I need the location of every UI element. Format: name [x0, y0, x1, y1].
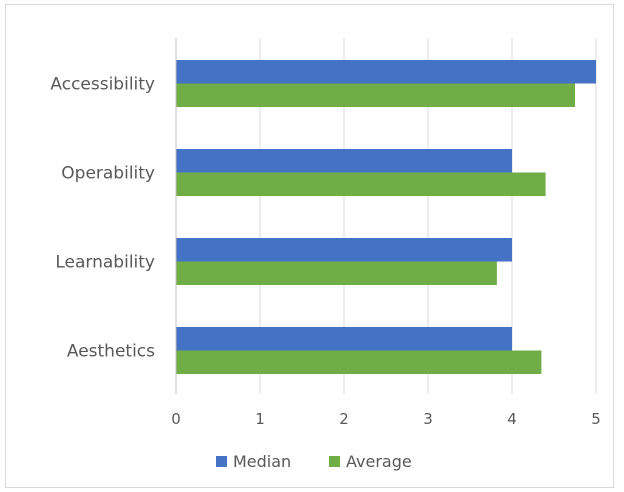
- legend-swatch-median: [216, 456, 227, 467]
- legend-label-median: Median: [233, 452, 291, 471]
- bar-accessibility-median: [176, 60, 596, 84]
- legend-label-average: Average: [346, 452, 412, 471]
- x-tick-label-0: 0: [171, 410, 181, 428]
- bar-learnability-average: [176, 261, 497, 285]
- bar-operability-median: [176, 149, 512, 173]
- x-tick-label-4: 4: [507, 410, 517, 428]
- legend-swatch-average: [329, 456, 340, 467]
- category-label-operability: Operability: [61, 164, 155, 184]
- bar-aesthetics-median: [176, 327, 512, 351]
- bar-aesthetics-average: [176, 350, 542, 374]
- x-tick-label-1: 1: [255, 410, 265, 428]
- category-label-accessibility: Accessibility: [50, 75, 155, 95]
- labels: 0 1 2 3 4 5 Accessibility Operability Learnabili…: [50, 75, 600, 429]
- bar-accessibility-average: [176, 83, 575, 107]
- category-label-aesthetics: Aesthetics: [67, 342, 155, 362]
- bar-operability-average: [176, 172, 546, 196]
- legend: Median Average: [216, 452, 412, 471]
- bar-learnability-median: [176, 238, 512, 262]
- category-label-learnability: Learnability: [55, 253, 155, 273]
- bars: [176, 60, 596, 374]
- x-tick-label-5: 5: [591, 410, 601, 428]
- x-tick-label-2: 2: [339, 410, 349, 428]
- x-tick-label-3: 3: [423, 410, 433, 428]
